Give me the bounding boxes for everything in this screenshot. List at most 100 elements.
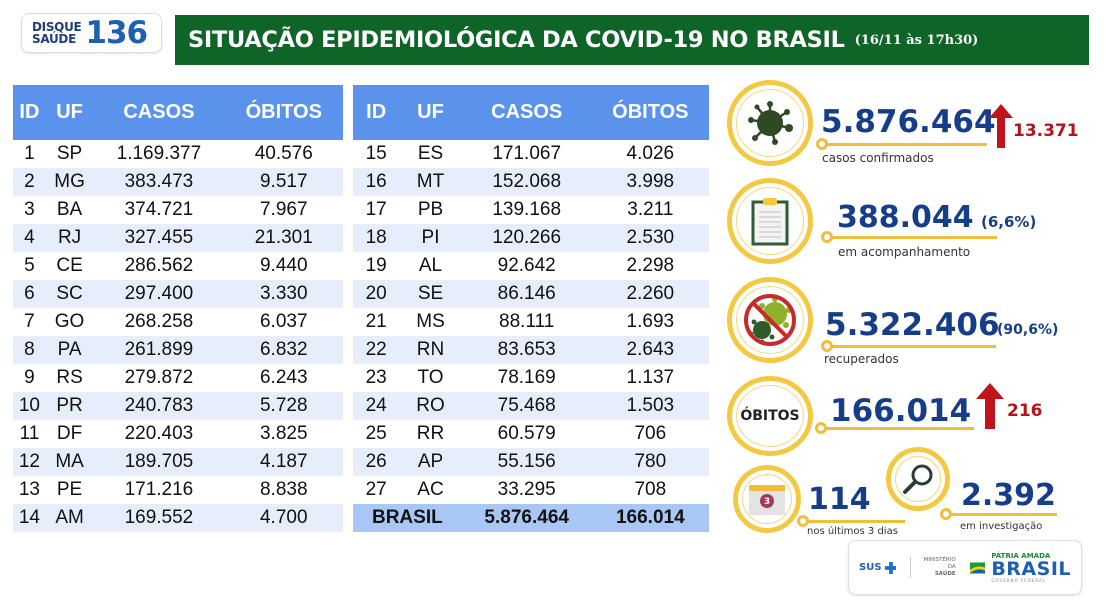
cell-casos: 383.473 — [93, 168, 225, 196]
cell-id: 12 — [13, 448, 46, 476]
cell-id: 3 — [24, 199, 35, 220]
connector-dot — [797, 515, 809, 527]
cell-id: 5 — [24, 255, 35, 276]
confirmed-increase: 13.371 — [1013, 121, 1079, 141]
cell-obitos: 4.187 — [224, 448, 343, 476]
cell-casos: 189.705 — [93, 448, 225, 476]
cell-uf: DF — [56, 423, 83, 444]
table-header-row: ID UF CASOS ÓBITOS — [13, 85, 343, 140]
magnifier-icon — [903, 464, 933, 494]
cell-casos: 374.721 — [124, 199, 194, 220]
last3days-value: 114 — [808, 482, 871, 517]
cell-id: 27 — [365, 479, 387, 500]
table-row: 26 AP 55.156 780 — [353, 448, 709, 476]
disque-saude-136-logo: DISQUE SAÚDE 136 — [21, 13, 162, 53]
monitoring-label: em acompanhamento — [838, 245, 971, 259]
table-row: 2 MG 383.473 9.517 — [13, 168, 343, 196]
cell-casos: 83.653 — [461, 336, 592, 364]
cell-id: 1 — [24, 143, 35, 164]
column-header-uf: UF — [45, 85, 94, 140]
column-header-id: ID — [13, 85, 46, 140]
cell-uf: PE — [56, 479, 83, 500]
cell-uf: ES — [417, 143, 444, 164]
cell-uf: AL — [418, 255, 443, 276]
deaths-ring-label: ÓBITOS — [740, 408, 800, 424]
increase-arrow-icon — [976, 383, 1004, 429]
sus-cross-icon — [884, 561, 897, 574]
cell-id: 11 — [19, 423, 40, 444]
table-row: 23 TO 78.169 1.137 — [353, 364, 709, 392]
cell-obitos: 2.260 — [591, 280, 709, 308]
cell-uf: AM — [45, 504, 94, 532]
cell-uf: SC — [45, 280, 94, 308]
cell-uf: BA — [56, 199, 83, 220]
column-header-casos: CASOS — [93, 85, 225, 140]
cell-id: 4 — [13, 224, 46, 252]
table-row: 6 SC 297.400 3.330 — [13, 280, 343, 308]
cell-casos: 286.562 — [124, 255, 194, 276]
recovered-percent: (90,6%) — [997, 322, 1059, 338]
table-header-row: ID UF CASOS ÓBITOS — [353, 85, 709, 140]
total-obitos: 166.014 — [591, 504, 709, 532]
government-logos: SUS MINISTÉRIO DA SAÚDE PÁTRIA AMADA BRA… — [848, 540, 1082, 595]
cell-id: 6 — [13, 280, 46, 308]
cell-uf: PA — [45, 336, 94, 364]
cell-uf: SP — [56, 143, 83, 164]
cell-casos: 297.400 — [93, 280, 225, 308]
monitoring-icon-ring — [727, 178, 813, 264]
recovered-icon-ring — [727, 277, 813, 363]
deaths-value: 166.014 — [830, 393, 972, 429]
cell-id: 19 — [365, 255, 387, 276]
connector-dot — [940, 508, 952, 520]
cell-uf: PR — [45, 392, 94, 420]
table-row: 5 CE 286.562 9.440 — [13, 252, 343, 280]
column-header-obitos: ÓBITOS — [224, 85, 343, 140]
cell-id: 15 — [365, 143, 387, 164]
connector-line — [805, 520, 905, 523]
no-virus-icon — [744, 294, 796, 346]
cell-id: 20 — [353, 280, 400, 308]
column-header-id: ID — [353, 85, 400, 140]
confirmed-value: 5.876.464 — [821, 104, 996, 140]
recovered-label: recuperados — [824, 352, 899, 366]
logo-number: 136 — [85, 15, 148, 51]
cell-id: 2 — [13, 168, 46, 196]
investigation-value: 2.392 — [961, 478, 1056, 513]
cell-obitos: 3.330 — [224, 280, 343, 308]
cell-uf: PI — [399, 224, 462, 252]
cell-obitos: 7.967 — [259, 199, 308, 220]
cell-casos: 55.156 — [461, 448, 592, 476]
table-row: 16 MT 152.068 3.998 — [353, 168, 709, 196]
cell-id: 21 — [365, 311, 387, 332]
table-row: 24 RO 75.468 1.503 — [353, 392, 709, 420]
increase-arrow-icon — [989, 104, 1013, 148]
cell-id: 24 — [353, 392, 400, 420]
table-row: 25 RR 60.579 706 — [353, 420, 709, 448]
cell-obitos: 3.825 — [259, 423, 308, 444]
cell-casos: 88.111 — [499, 311, 555, 332]
calendar-icon-ring: 3 — [733, 465, 801, 533]
total-label: BRASIL — [353, 504, 462, 532]
cell-obitos: 3.998 — [591, 168, 709, 196]
last3days-label: nos últimos 3 dias — [807, 526, 898, 537]
cell-uf: CE — [56, 255, 83, 276]
logo-line2: SAÚDE — [32, 32, 76, 46]
connector-dot — [821, 340, 833, 352]
table-row: 17 PB 139.168 3.211 — [353, 196, 709, 224]
connector-line — [824, 143, 987, 146]
connector-dot — [816, 138, 828, 150]
governo-federal-text: GOVERNO FEDERAL — [991, 578, 1046, 583]
clipboard-icon — [751, 198, 789, 246]
table-row: 27 AC 33.295 708 — [353, 476, 709, 504]
cell-casos: 75.468 — [461, 392, 592, 420]
cell-obitos: 5.728 — [224, 392, 343, 420]
table-row: 9 RS 279.872 6.243 — [13, 364, 343, 392]
table-row: 3 BA 374.721 7.967 — [13, 196, 343, 224]
table-row: 19 AL 92.642 2.298 — [353, 252, 709, 280]
cell-uf: RJ — [45, 224, 94, 252]
table-row: 14 AM 169.552 4.700 — [13, 504, 343, 532]
table-row: 12 MA 189.705 4.187 — [13, 448, 343, 476]
cell-uf: MT — [399, 168, 462, 196]
cell-id: 10 — [13, 392, 46, 420]
table-row: 22 RN 83.653 2.643 — [353, 336, 709, 364]
